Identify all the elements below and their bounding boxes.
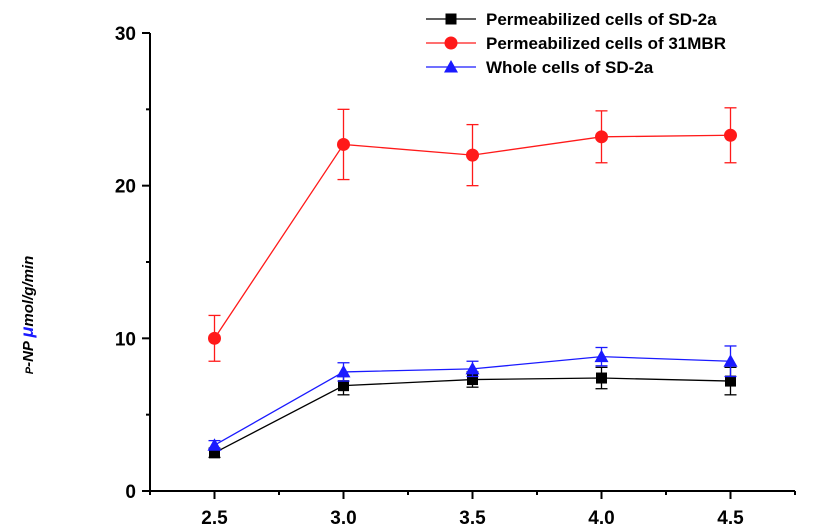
data-point: [207, 438, 222, 451]
x-tick-label: 2.5: [201, 508, 228, 529]
y-tick-label: 30: [115, 24, 136, 45]
series-circle: [208, 107, 737, 362]
y-tick-label: 10: [115, 329, 136, 350]
data-point: [336, 364, 351, 378]
data-point: [596, 372, 607, 384]
x-tick-label: 4.5: [717, 508, 744, 529]
series-triangle: [207, 345, 738, 451]
series-layer: [207, 107, 738, 459]
y-axis-label-mid: -NP: [20, 337, 37, 366]
legend: Permeabilized cells of SD-2a Permeabilize…: [426, 10, 726, 77]
data-point: [594, 349, 609, 363]
x-tick-label: 3.5: [459, 508, 486, 529]
legend-label: Permeabilized cells of 31MBR: [486, 34, 726, 53]
data-point: [209, 447, 220, 459]
data-point: [208, 331, 221, 345]
data-point: [723, 354, 738, 367]
x-tick-label: 3.0: [330, 508, 356, 529]
data-point: [465, 361, 480, 375]
y-tick-label: 20: [115, 177, 136, 198]
legend-entry: Whole cells of SD-2a: [426, 58, 654, 77]
legend-entry: Permeabilized cells of 31MBR: [426, 34, 726, 53]
legend-marker: [445, 13, 457, 25]
data-point: [466, 148, 479, 162]
legend-marker: [444, 36, 458, 50]
data-point: [467, 374, 478, 386]
x-tick-label: 4.0: [588, 508, 614, 529]
series-line: [214, 377, 731, 454]
data-point: [338, 380, 349, 392]
legend-label: Whole cells of SD-2a: [486, 58, 654, 77]
legend-label: Permeabilized cells of SD-2a: [486, 10, 717, 29]
y-tick-label: 0: [125, 482, 136, 503]
y-axis-label: P-NP μmol/g/min: [17, 256, 37, 375]
y-axis-label-prefix: P: [24, 366, 36, 374]
data-point: [595, 130, 608, 144]
data-point: [725, 375, 736, 387]
data-point: [724, 128, 737, 142]
y-axis-label-suffix: mol/g/min: [20, 256, 37, 327]
legend-entry: Permeabilized cells of SD-2a: [426, 10, 717, 29]
legend-marker: [444, 60, 458, 73]
data-point: [337, 137, 350, 151]
axes: 0 10 20 30 2.5 3.0 3.5 4.0 4.5: [115, 24, 796, 529]
series-square: [208, 366, 737, 459]
y-axis-label-mu: μ: [17, 326, 37, 338]
